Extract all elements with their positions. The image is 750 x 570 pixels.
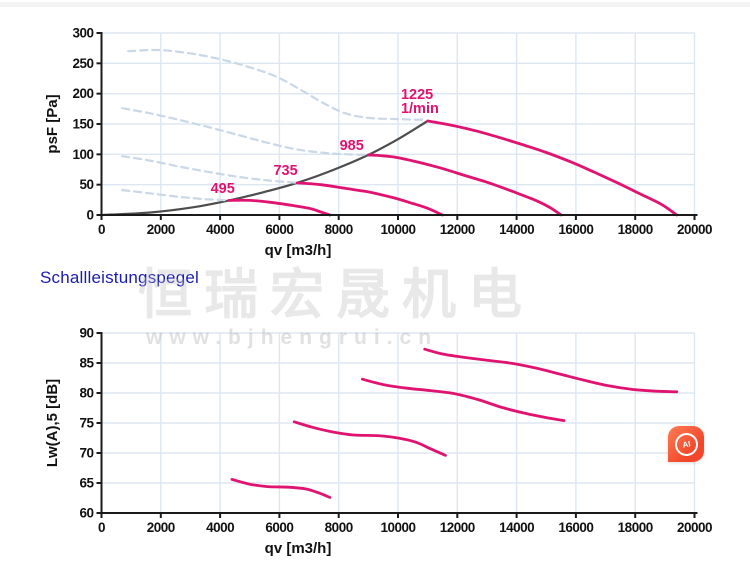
x-tick-label: 6000 <box>265 222 293 237</box>
x-tick-label: 12000 <box>440 222 475 237</box>
ai-icon: AI <box>672 430 700 458</box>
x-tick-label: 4000 <box>206 222 234 237</box>
fan-curve-495-dashed-curve <box>121 189 231 202</box>
x-tick-label: 8000 <box>325 222 353 237</box>
y-tick-label: 60 <box>79 506 93 521</box>
y-tick-label: 100 <box>72 147 93 162</box>
x-tick-label: 18000 <box>618 222 653 237</box>
x-tick-label: 14000 <box>499 520 534 535</box>
x-tick-label: 6000 <box>265 520 293 535</box>
y-tick-label: 250 <box>72 56 93 71</box>
sound-curve-1225-curve <box>423 347 679 394</box>
x-tick-label: 16000 <box>558 520 593 535</box>
y-axis-label: Lw(A),5 [dB] <box>44 379 61 467</box>
fan-curve-495-curve <box>227 198 332 217</box>
y-tick-label: 75 <box>79 416 94 431</box>
fan-curve-1225-dashed-curve <box>127 48 426 121</box>
x-tick-label: 14000 <box>499 222 534 237</box>
x-tick-label: 8000 <box>325 520 353 535</box>
ai-assistant-button[interactable]: AI <box>668 426 704 462</box>
x-tick-label: 10000 <box>380 520 415 535</box>
watermark-company-name: 恒瑞宏晟机电 <box>138 265 534 325</box>
x-tick-label: 0 <box>98 222 105 237</box>
y-tick-label: 300 <box>72 26 93 41</box>
fan-curve-985-dashed-curve <box>121 107 370 156</box>
y-axis-label: psF [Pa] <box>44 94 61 153</box>
y-tick-label: 150 <box>72 117 93 132</box>
y-tick-label: 70 <box>79 446 93 461</box>
fan-curve-985-curve <box>366 153 563 217</box>
y-tick-label: 65 <box>79 476 94 491</box>
y-tick-label: 85 <box>79 356 94 371</box>
x-tick-label: 16000 <box>558 222 593 237</box>
section-title-sound-power: Schallleistungspegel <box>40 268 199 287</box>
watermark-website-url: www.bjhengrui.cn <box>146 326 439 349</box>
x-tick-label: 10000 <box>380 222 415 237</box>
x-tick-label: 18000 <box>618 520 653 535</box>
fan-curve-735-curve <box>295 181 444 217</box>
rpm-label-495: 495 <box>211 181 235 197</box>
x-tick-label: 20000 <box>677 222 712 237</box>
x-axis-label: qv [m3/h] <box>265 540 332 557</box>
rpm-label-985: 985 <box>340 138 364 154</box>
y-tick-label: 90 <box>79 326 93 341</box>
sound-curve-495-curve <box>230 478 332 499</box>
system-resistance-curve-curve <box>100 119 429 217</box>
x-tick-label: 12000 <box>440 520 475 535</box>
y-tick-label: 0 <box>86 208 93 223</box>
fan-curve-1225-curve <box>426 119 679 217</box>
top-divider <box>0 2 750 7</box>
y-tick-label: 50 <box>79 177 93 192</box>
rpm-label-1225: 1225 <box>401 87 433 103</box>
x-tick-label: 4000 <box>206 520 234 535</box>
sound-curve-735-curve <box>292 420 447 457</box>
x-tick-label: 2000 <box>147 222 175 237</box>
fan-curve-735-dashed-curve <box>121 155 299 184</box>
sound-curve-985-curve <box>361 377 566 422</box>
y-tick-label: 200 <box>72 86 93 101</box>
y-tick-label: 80 <box>79 386 93 401</box>
x-tick-label: 20000 <box>677 520 712 535</box>
rpm-label-1min: 1/min <box>401 101 439 117</box>
x-axis-label: qv [m3/h] <box>265 242 332 259</box>
x-tick-label: 2000 <box>147 520 175 535</box>
x-tick-label: 0 <box>98 520 105 535</box>
rpm-label-735: 735 <box>273 163 297 179</box>
